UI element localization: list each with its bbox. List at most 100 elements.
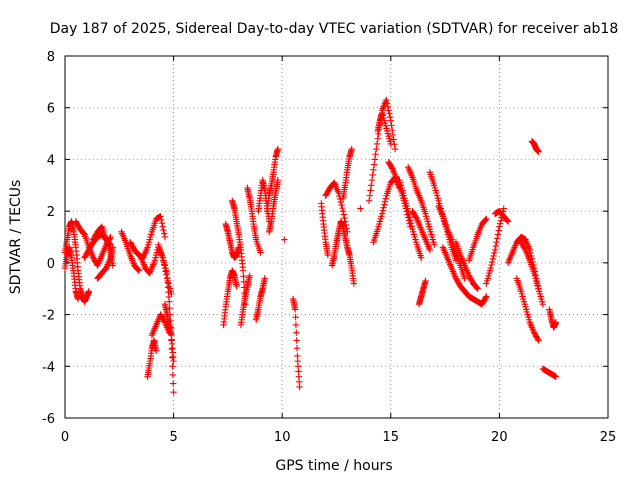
data-point-marker [534, 335, 541, 343]
series-arc-6 [94, 244, 116, 282]
data-point-marker [386, 110, 393, 117]
data-point-marker [383, 96, 390, 104]
data-point-marker [80, 230, 88, 237]
y-tick-label: 4 [47, 153, 55, 168]
data-point-marker [521, 245, 528, 252]
data-point-marker [161, 233, 169, 241]
data-point-marker [340, 211, 347, 218]
data-point-marker [296, 383, 303, 391]
series-arc-1 [61, 218, 93, 305]
data-point-marker [337, 198, 345, 206]
y-tick-label: -2 [42, 309, 55, 324]
data-point-marker [160, 226, 167, 234]
y-tick-label: 0 [47, 257, 55, 272]
series-arc-48 [528, 138, 542, 155]
data-point-marker [293, 337, 300, 344]
data-point-marker [383, 100, 391, 107]
data-point-marker [292, 306, 299, 313]
gridlines [65, 56, 608, 418]
data-point-marker [431, 241, 438, 248]
data-point-marker [535, 148, 542, 155]
data-point-marker [407, 220, 415, 227]
data-point-marker [539, 301, 547, 308]
data-point-marker [488, 258, 496, 266]
series-arc-10 [144, 337, 160, 380]
data-point-marker [348, 145, 355, 153]
data-point-marker [158, 220, 166, 227]
data-point-marker [292, 321, 300, 329]
x-axis-label: GPS time / hours [275, 458, 392, 474]
data-point-marker [495, 227, 502, 234]
data-point-marker [135, 267, 143, 274]
series-arc-20 [252, 275, 269, 323]
data-point-marker [373, 140, 381, 148]
series-arc-37 [415, 277, 429, 308]
data-point-marker [490, 252, 497, 260]
data-point-marker [168, 354, 176, 361]
data-point-marker [109, 262, 116, 269]
data-point-marker [159, 223, 166, 230]
data-point-marker [335, 189, 342, 197]
data-point-marker [169, 363, 176, 370]
data-point-marker [292, 313, 299, 321]
data-point-marker [426, 246, 434, 254]
data-point-marker [367, 187, 374, 194]
data-point-marker [474, 285, 481, 292]
data-point-marker [418, 254, 425, 261]
data-points [61, 96, 560, 396]
series-arc-2 [61, 244, 82, 303]
data-point-marker [390, 136, 397, 143]
x-tick-label: 10 [274, 430, 291, 445]
x-tick-label: 5 [169, 430, 177, 445]
data-point-marker [274, 176, 282, 184]
data-point-marker [169, 371, 177, 379]
data-point-marker [98, 224, 105, 231]
data-point-marker [483, 293, 490, 300]
series-arc-50 [539, 365, 560, 380]
data-point-marker [487, 264, 494, 272]
data-point-marker [281, 236, 288, 243]
data-point-marker [391, 145, 399, 153]
data-point-marker [387, 140, 394, 148]
series-arc-34 [396, 176, 425, 261]
series-arc-3 [72, 218, 114, 269]
data-point-marker [339, 204, 346, 212]
data-point-marker [379, 207, 387, 214]
series-arc-41 [452, 238, 481, 292]
series-arc-32 [370, 174, 403, 246]
chart-title: Day 187 of 2025, Sidereal Day-to-day VTE… [50, 21, 619, 37]
series-arc-49 [546, 306, 560, 331]
y-tick-label: 6 [47, 102, 55, 117]
series-arc-30 [365, 96, 399, 204]
data-point-marker [482, 216, 489, 223]
data-point-marker [496, 223, 503, 230]
data-point-marker [368, 176, 376, 184]
data-point-marker [488, 261, 495, 269]
data-point-marker [497, 217, 505, 224]
x-tick-label: 25 [600, 430, 617, 445]
data-point-marker [369, 171, 376, 179]
data-point-marker [239, 267, 247, 274]
data-point-marker [166, 298, 173, 305]
data-point-marker [240, 273, 247, 280]
data-point-marker [274, 145, 282, 153]
data-point-marker [387, 117, 394, 124]
data-point-marker [388, 122, 395, 129]
data-point-marker [483, 215, 490, 223]
data-point-marker [324, 251, 332, 259]
data-point-marker [494, 235, 501, 242]
data-point-marker [386, 113, 394, 121]
data-point-marker [371, 156, 379, 163]
data-point-marker [368, 182, 375, 189]
series-arc-14 [220, 267, 240, 329]
series-arc-36 [409, 207, 434, 254]
data-point-marker [461, 275, 468, 282]
data-point-marker [482, 294, 489, 301]
data-point-marker [493, 238, 500, 246]
data-point-marker [381, 201, 388, 208]
data-point-marker [373, 145, 380, 153]
series-arc-17 [237, 272, 253, 329]
data-point-marker [365, 197, 373, 204]
series-arc-28 [339, 145, 355, 202]
data-point-marker [535, 337, 542, 344]
